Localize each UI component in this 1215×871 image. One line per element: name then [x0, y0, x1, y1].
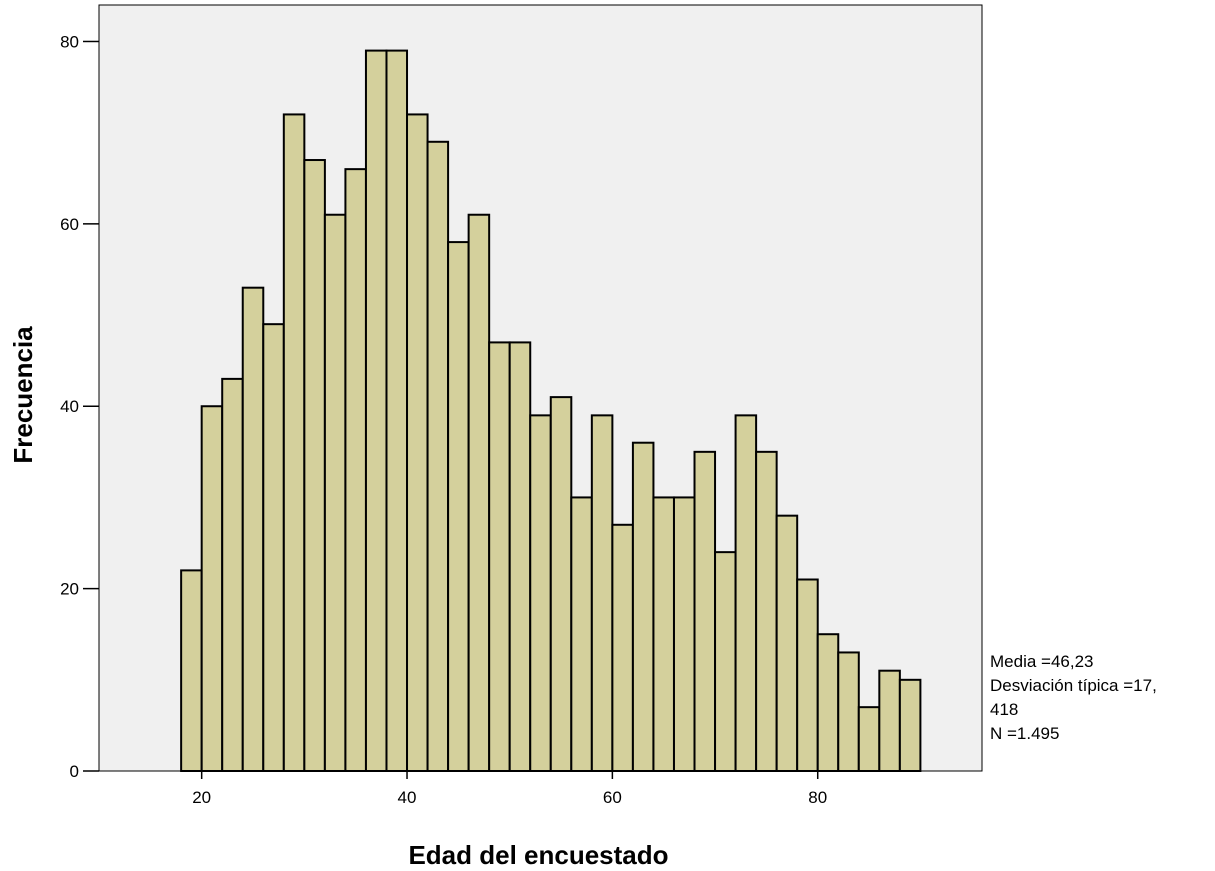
histogram-bar-23	[652, 496, 675, 772]
x-tick-label: 40	[398, 788, 417, 807]
stat-mean: Media =46,23	[990, 652, 1094, 671]
histogram-bar-17	[529, 414, 552, 772]
y-tick-label: 80	[60, 32, 79, 51]
histogram-bar-26	[714, 551, 737, 773]
histogram-bar-1	[200, 405, 224, 772]
histogram-bar-11	[406, 113, 429, 772]
y-tick-label: 40	[60, 397, 79, 416]
histogram-bar-15	[488, 341, 511, 772]
histogram-bar-31	[816, 633, 840, 773]
histogram-bar-5	[282, 113, 306, 772]
histogram-bar-10	[385, 49, 409, 773]
histogram-bar-13	[447, 241, 470, 773]
stat-n: N =1.495	[990, 724, 1060, 743]
y-tick-label: 20	[60, 580, 79, 599]
histogram-bar-24	[672, 496, 696, 772]
x-tick-label: 20	[192, 788, 211, 807]
histogram-bar-3	[241, 286, 265, 772]
y-axis-title: Frecuencia	[8, 326, 38, 464]
histogram-bar-29	[775, 514, 799, 773]
histogram-bar-16	[508, 341, 532, 772]
histogram-bar-22	[631, 441, 655, 772]
histogram-bar-30	[796, 578, 819, 772]
stat-sd-line1: Desviación típica =17,	[990, 676, 1157, 695]
x-axis-title: Edad del encuestado	[408, 840, 668, 870]
y-tick-label: 0	[70, 762, 79, 781]
histogram-bar-12	[426, 140, 450, 773]
x-tick-label: 60	[603, 788, 622, 807]
statistics-box: Media =46,23 Desviación típica =17, 418 …	[990, 650, 1157, 746]
bars-group	[180, 49, 922, 773]
histogram-bar-0	[180, 569, 203, 773]
histogram-bar-4	[262, 323, 285, 772]
histogram-bar-6	[303, 159, 326, 772]
x-axis: 20 40 60 80	[192, 771, 827, 807]
histogram-bar-25	[693, 450, 717, 772]
stat-sd-line2: 418	[990, 700, 1019, 719]
histogram-bar-32	[837, 651, 860, 773]
histogram-bar-21	[611, 523, 634, 772]
histogram-bar-14	[467, 213, 491, 772]
histogram-bar-8	[344, 168, 367, 772]
histogram-bar-28	[755, 450, 778, 772]
histogram-bar-7	[323, 213, 347, 772]
histogram-bar-34	[878, 669, 901, 773]
histogram-bar-19	[570, 496, 593, 772]
x-tick-label: 80	[808, 788, 827, 807]
histogram-bar-9	[364, 49, 388, 773]
y-tick-label: 60	[60, 215, 79, 234]
histogram-bar-27	[734, 414, 758, 772]
histogram-bar-35	[898, 678, 922, 772]
y-axis: 0 20 40 60 80	[60, 32, 99, 781]
histogram-bar-20	[590, 414, 614, 772]
histogram-bar-18	[549, 396, 573, 772]
histogram-bar-2	[221, 377, 244, 772]
histogram-bar-33	[857, 706, 881, 773]
